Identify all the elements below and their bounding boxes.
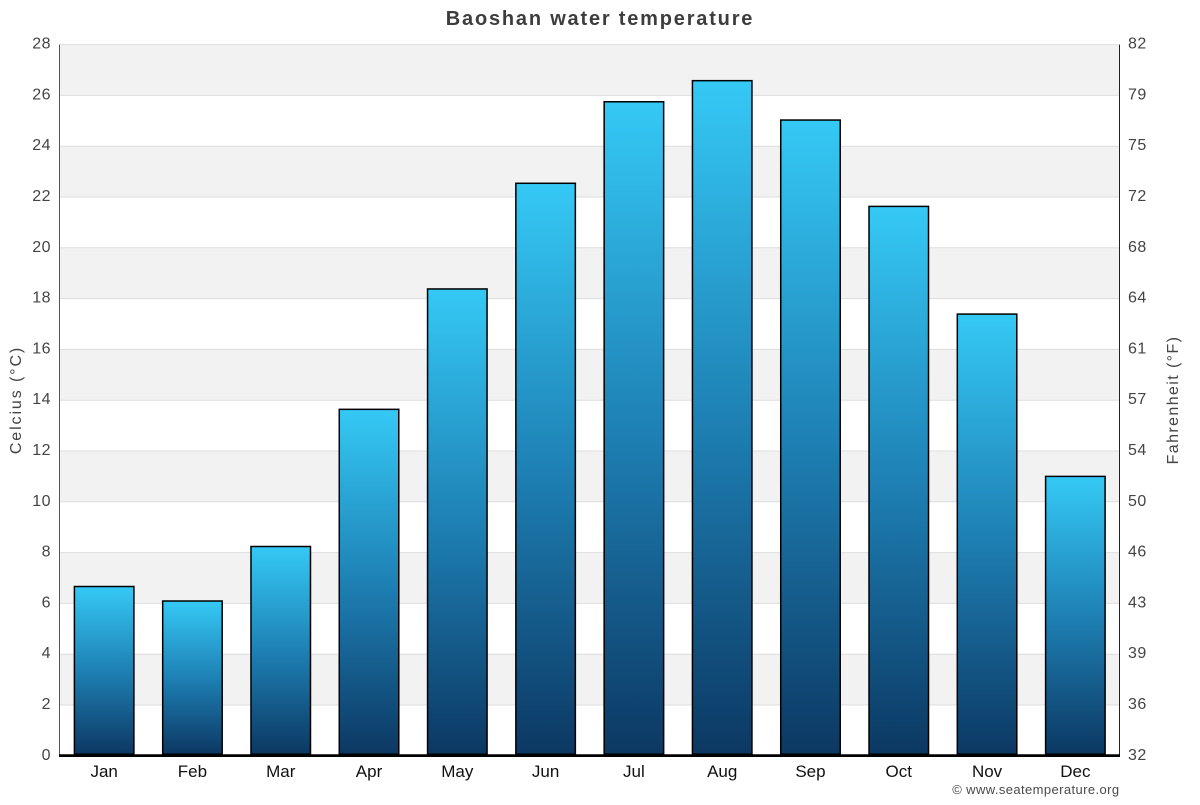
svg-text:68: 68	[1128, 239, 1147, 256]
svg-text:43: 43	[1128, 594, 1147, 611]
svg-text:10: 10	[32, 493, 51, 510]
svg-text:Jan: Jan	[90, 762, 117, 781]
svg-text:Nov: Nov	[972, 762, 1003, 781]
svg-text:8: 8	[42, 544, 51, 561]
svg-text:Apr: Apr	[356, 762, 383, 781]
svg-text:4: 4	[42, 645, 51, 662]
svg-text:0: 0	[42, 747, 51, 764]
svg-text:Baoshan water temperature: Baoshan water temperature	[446, 8, 754, 30]
svg-text:28: 28	[32, 36, 51, 53]
svg-text:12: 12	[32, 442, 51, 459]
svg-text:75: 75	[1128, 137, 1147, 154]
svg-text:Dec: Dec	[1060, 762, 1091, 781]
svg-text:Aug: Aug	[707, 762, 737, 781]
svg-text:32: 32	[1128, 747, 1147, 764]
svg-text:26: 26	[32, 86, 51, 103]
svg-text:36: 36	[1128, 696, 1147, 713]
svg-text:Jul: Jul	[623, 762, 645, 781]
svg-text:22: 22	[32, 188, 51, 205]
svg-text:18: 18	[32, 290, 51, 307]
svg-text:Fahrenheit (°F): Fahrenheit (°F)	[1165, 336, 1182, 465]
svg-text:72: 72	[1128, 188, 1147, 205]
svg-text:Oct: Oct	[886, 762, 913, 781]
svg-text:Jun: Jun	[532, 762, 559, 781]
svg-text:61: 61	[1128, 340, 1147, 357]
svg-text:Sep: Sep	[795, 762, 825, 781]
svg-text:24: 24	[32, 137, 51, 154]
svg-text:Feb: Feb	[178, 762, 207, 781]
svg-text:Mar: Mar	[266, 762, 296, 781]
svg-text:14: 14	[32, 391, 51, 408]
svg-text:79: 79	[1128, 86, 1147, 103]
svg-text:54: 54	[1128, 442, 1147, 459]
svg-text:64: 64	[1128, 290, 1147, 307]
svg-text:20: 20	[32, 239, 51, 256]
svg-text:© www.seatemperature.org: © www.seatemperature.org	[952, 782, 1119, 797]
svg-text:57: 57	[1128, 391, 1147, 408]
svg-text:Celcius (°C): Celcius (°C)	[8, 346, 25, 454]
svg-text:82: 82	[1128, 36, 1147, 53]
svg-text:46: 46	[1128, 544, 1147, 561]
svg-text:16: 16	[32, 340, 51, 357]
svg-text:2: 2	[42, 696, 51, 713]
svg-text:39: 39	[1128, 645, 1147, 662]
svg-text:May: May	[441, 762, 474, 781]
svg-text:6: 6	[42, 594, 51, 611]
svg-text:50: 50	[1128, 493, 1147, 510]
